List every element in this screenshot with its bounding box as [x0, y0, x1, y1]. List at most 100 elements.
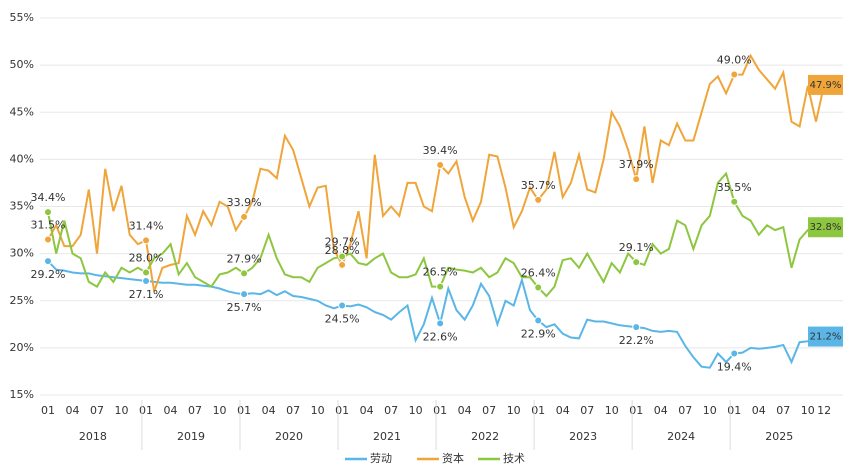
x-tick-label: 01 [531, 404, 545, 417]
data-point [44, 208, 52, 217]
y-tick-label: 40% [10, 152, 34, 165]
data-point [436, 319, 445, 328]
x-tick-label: 04 [752, 404, 766, 417]
data-point [338, 260, 347, 269]
x-tick-label: 07 [188, 404, 202, 417]
legend-label: 劳动 [370, 452, 392, 465]
data-point [44, 257, 52, 266]
data-label: 19.4% [717, 361, 752, 374]
x-tick-label: 04 [164, 404, 178, 417]
y-tick-label: 35% [10, 200, 34, 213]
x-tick-label: 01 [727, 404, 741, 417]
x-group-label: 2019 [177, 430, 205, 443]
x-tick-label: 04 [556, 404, 570, 417]
x-tick-label: 10 [801, 404, 815, 417]
x-tick-label: 01 [237, 404, 251, 417]
x-group-label: 2023 [569, 430, 597, 443]
data-label: 39.4% [423, 144, 458, 157]
data-point [632, 175, 641, 184]
x-group-label: 2021 [373, 430, 401, 443]
data-point [534, 316, 543, 325]
x-tick-label: 07 [286, 404, 300, 417]
data-label: 35.5% [717, 181, 752, 194]
data-point [240, 290, 249, 299]
x-tick-label: 07 [90, 404, 104, 417]
x-tick-label: 10 [311, 404, 325, 417]
data-label: 33.9% [227, 196, 262, 209]
data-point [436, 161, 445, 170]
x-tick-label: 04 [458, 404, 472, 417]
data-point [44, 235, 52, 244]
x-tick-label: 04 [66, 404, 80, 417]
x-tick-label: 07 [482, 404, 496, 417]
data-point [730, 349, 739, 358]
y-tick-label: 50% [10, 58, 34, 71]
x-group-label: 2018 [79, 430, 107, 443]
data-label: 26.4% [521, 267, 556, 280]
series-line [47, 53, 826, 292]
x-group-label: 2022 [471, 430, 499, 443]
data-label: 29.7% [325, 235, 360, 248]
x-tick-label: 04 [262, 404, 276, 417]
x-tick-label: 07 [580, 404, 594, 417]
data-point [338, 301, 347, 310]
data-label: 28.0% [129, 251, 164, 264]
data-label: 25.7% [227, 301, 262, 314]
end-label-box [808, 326, 843, 347]
end-label: 21.2% [810, 332, 842, 343]
data-label: 37.9% [619, 158, 654, 171]
x-group-label: 2020 [275, 430, 303, 443]
data-label: 34.4% [31, 191, 66, 204]
data-label: 31.4% [129, 219, 164, 232]
data-label: 49.0% [717, 54, 752, 67]
data-point [338, 252, 347, 261]
data-point [142, 236, 151, 245]
data-point [240, 212, 249, 221]
x-tick-label: 07 [384, 404, 398, 417]
x-tick-label: 07 [776, 404, 790, 417]
x-tick-label: 07 [678, 404, 692, 417]
data-point [730, 70, 739, 79]
legend-label: 资本 [442, 451, 464, 465]
data-label: 35.7% [521, 179, 556, 192]
end-label: 47.9% [810, 80, 842, 91]
x-tick-label: 01 [433, 404, 447, 417]
x-tick-label: 10 [409, 404, 423, 417]
data-point [436, 282, 445, 291]
series-line [47, 171, 825, 298]
data-label: 29.2% [31, 268, 66, 281]
x-tick-label: 10 [115, 404, 129, 417]
data-label: 27.9% [227, 252, 262, 265]
x-tick-label: 01 [629, 404, 643, 417]
y-tick-label: 15% [10, 388, 34, 401]
data-point [534, 195, 543, 204]
data-point [142, 268, 151, 277]
series-line [47, 260, 825, 369]
data-label: 27.1% [129, 288, 164, 301]
data-point [142, 276, 151, 285]
y-tick-label: 45% [10, 105, 34, 118]
y-tick-label: 20% [10, 341, 34, 354]
x-tick-label: 04 [360, 404, 374, 417]
x-tick-label: 01 [139, 404, 153, 417]
data-point [240, 269, 249, 278]
end-label-box [808, 74, 843, 95]
data-point [632, 323, 641, 332]
x-tick-label: 10 [507, 404, 521, 417]
data-label: 28.8% [325, 244, 360, 257]
end-label: 32.8% [810, 222, 842, 233]
data-label: 29.1% [619, 241, 654, 254]
data-label: 22.9% [521, 328, 556, 341]
y-tick-label: 30% [10, 247, 34, 260]
legend-label: 技术 [503, 452, 525, 465]
y-tick-label: 25% [10, 294, 34, 307]
data-point [534, 283, 543, 292]
x-tick-label: 01 [335, 404, 349, 417]
x-tick-label: 12 [817, 404, 831, 417]
data-label: 22.2% [619, 334, 654, 347]
x-tick-label: 10 [605, 404, 619, 417]
data-point [730, 197, 739, 206]
end-label-box [808, 217, 843, 238]
x-tick-label: 10 [703, 404, 717, 417]
